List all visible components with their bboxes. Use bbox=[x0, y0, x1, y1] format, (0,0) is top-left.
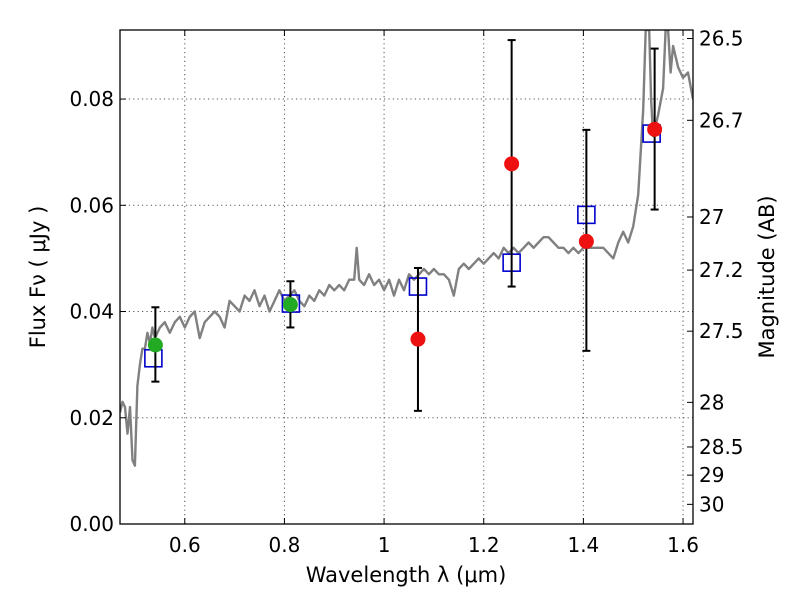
right-tick-label: 26.5 bbox=[699, 26, 744, 50]
x-tick-label: 1.4 bbox=[567, 533, 599, 557]
y-tick-label: 0.02 bbox=[69, 406, 114, 430]
x-tick-label: 0.8 bbox=[269, 533, 301, 557]
right-tick-label: 30 bbox=[699, 492, 724, 516]
flux-measurement-point bbox=[504, 156, 520, 172]
x-tick-label: 1.6 bbox=[667, 533, 699, 557]
y-tick-label: 0.08 bbox=[69, 87, 114, 111]
right-tick-label: 26.7 bbox=[699, 108, 744, 132]
plot-frame bbox=[119, 29, 694, 525]
y-tick-label: 0.06 bbox=[69, 193, 114, 217]
flux-measurement-point bbox=[647, 121, 663, 137]
flux-measurement-point bbox=[578, 233, 594, 249]
flux-measurement-point bbox=[410, 331, 426, 347]
right-axis-label: Magnitude (AB) bbox=[755, 195, 779, 358]
x-axis-label: Wavelength λ (μm) bbox=[306, 563, 507, 587]
right-tick-label: 27.2 bbox=[699, 258, 744, 282]
x-tick-label: 1.2 bbox=[468, 533, 500, 557]
y-axis-label: Flux Fν ( μJy ) bbox=[26, 206, 50, 349]
right-tick-label: 28.5 bbox=[699, 435, 744, 459]
x-tick-label: 1 bbox=[378, 533, 391, 557]
x-tick-label: 0.6 bbox=[169, 533, 201, 557]
y-tick-label: 0.04 bbox=[69, 300, 114, 324]
error-bars bbox=[147, 39, 663, 412]
y-tick-label: 0.00 bbox=[69, 512, 114, 536]
flux-measurement-point bbox=[282, 297, 298, 313]
right-tick-label: 27 bbox=[699, 205, 724, 229]
axis-ticks: 0.6 0.8 1 1.2 1.4 1.6 0.00 0.02 0.04 0.06 0.08 26.5… bbox=[69, 26, 743, 557]
right-tick-label: 29 bbox=[699, 463, 724, 487]
right-tick-label: 27.5 bbox=[699, 319, 744, 343]
plot-background bbox=[120, 30, 693, 524]
flux-measurement-point bbox=[147, 337, 163, 353]
right-tick-label: 28 bbox=[699, 390, 724, 414]
spectrum-line bbox=[120, 30, 693, 467]
